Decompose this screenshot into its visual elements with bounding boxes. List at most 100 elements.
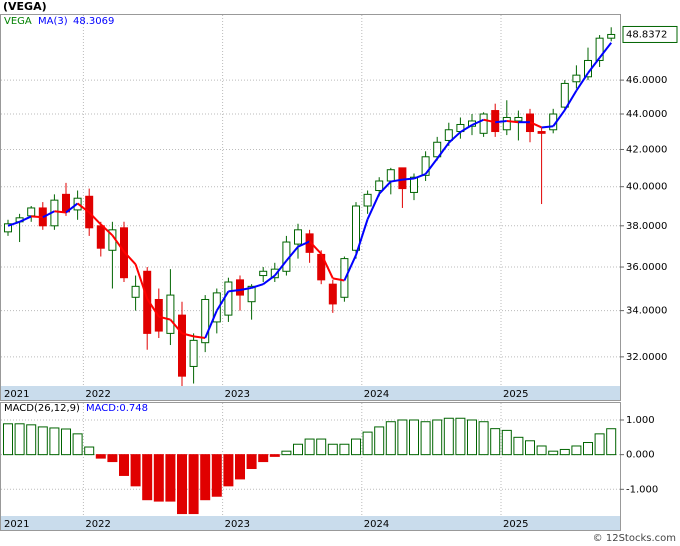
- candle-body: [201, 298, 210, 344]
- macd-bar: [478, 421, 489, 456]
- macd-bar: [525, 440, 535, 456]
- ma-line: [169, 319, 183, 335]
- macd-bar: [583, 442, 593, 456]
- macd-bar: [293, 443, 303, 456]
- macd-bar: [153, 454, 164, 502]
- macd-bar: [258, 454, 269, 463]
- chart-title: (VEGA): [3, 0, 47, 13]
- macd-bar: [571, 445, 582, 456]
- ma-line: [262, 274, 276, 285]
- ma-line: [193, 335, 206, 340]
- candle-body: [270, 268, 279, 279]
- x-tick-label: 2021: [4, 389, 29, 400]
- macd-bar: [269, 454, 280, 457]
- candle-body: [27, 207, 36, 217]
- ma-line: [239, 286, 252, 292]
- ma-line: [100, 223, 114, 237]
- ma-line: [308, 240, 322, 255]
- candle-body: [433, 141, 442, 158]
- y-tick-label: 46.0000: [626, 75, 667, 86]
- y-tick-label: 32.0000: [626, 352, 667, 363]
- candle-body: [607, 33, 616, 39]
- y-tick-label: 36.0000: [626, 262, 667, 273]
- candle-body: [178, 314, 186, 377]
- macd-bar: [501, 429, 512, 456]
- x-tick-label: 2024: [364, 519, 389, 530]
- macd-bar: [223, 454, 234, 487]
- macd-bar: [72, 433, 83, 456]
- candle-body: [537, 131, 546, 134]
- x-tick-label: 2024: [364, 389, 389, 400]
- macd-bar: [107, 454, 118, 463]
- candle-body: [375, 180, 384, 192]
- candle-body: [143, 270, 152, 334]
- ma-line: [332, 277, 345, 282]
- ma-line: [123, 251, 137, 265]
- ma-line: [587, 57, 601, 74]
- y-tick-label: 42.0000: [626, 144, 667, 155]
- ma-line: [402, 177, 415, 181]
- x-tick-label: 2025: [503, 389, 528, 400]
- ma-line: [19, 215, 32, 223]
- macd-bar: [409, 419, 419, 456]
- candle-body: [212, 292, 221, 323]
- candle-body: [386, 169, 395, 182]
- candle-body: [224, 281, 233, 316]
- ma-line: [378, 180, 392, 195]
- macd-bar: [420, 421, 431, 456]
- y-tick-label: 34.0000: [626, 306, 667, 317]
- ma-line: [111, 234, 125, 253]
- macd-bar: [142, 454, 153, 501]
- ma-line: [448, 131, 462, 144]
- candle-body: [363, 193, 372, 207]
- candle-body: [247, 285, 256, 303]
- x-tick-label: 2022: [85, 519, 110, 530]
- legend-name: MACD(26,12,9): [4, 403, 80, 414]
- macd-bar: [513, 436, 524, 456]
- candle-body: [4, 223, 12, 233]
- macd-bar: [165, 454, 176, 502]
- macd-bar: [548, 450, 559, 456]
- legend-name: VEGA: [4, 16, 32, 27]
- candle-body: [398, 167, 407, 190]
- macd-bar: [61, 428, 71, 456]
- ma-line: [215, 290, 230, 312]
- x-tick-label: 2022: [85, 389, 110, 400]
- macd-bar: [95, 454, 106, 459]
- y-tick-label: 0.000: [626, 450, 655, 461]
- macd-bar: [84, 446, 95, 456]
- x-tick-label: 2023: [225, 389, 250, 400]
- y-tick-label: -1.000: [626, 484, 658, 495]
- candle-body: [96, 225, 105, 249]
- candle-body: [502, 116, 511, 131]
- macd-bar: [14, 423, 25, 456]
- macd-bar: [351, 438, 361, 456]
- last-price-box: [622, 25, 678, 43]
- ma-line: [552, 109, 566, 127]
- candle-body: [166, 294, 175, 334]
- ma-line: [76, 202, 90, 214]
- ma-line: [343, 254, 357, 281]
- ma-line: [459, 124, 473, 133]
- ma-line: [575, 72, 589, 92]
- ma-line: [529, 121, 543, 129]
- ma-line: [413, 173, 426, 180]
- ma-line: [390, 178, 403, 183]
- ma-line: [42, 210, 55, 219]
- ma-line: [366, 193, 381, 220]
- candle-body: [236, 279, 244, 296]
- macd-bar: [130, 454, 141, 487]
- macd-bar: [177, 454, 187, 515]
- ma-line: [355, 218, 369, 256]
- candle-body: [328, 283, 337, 305]
- ma-line: [134, 263, 149, 300]
- ma-line: [274, 260, 288, 277]
- ma-line: [54, 210, 67, 214]
- macd-bar: [49, 427, 60, 456]
- macd-bar: [594, 433, 605, 456]
- candle-body: [514, 116, 523, 122]
- candle-body: [62, 193, 70, 213]
- macd-panel: [0, 402, 621, 531]
- ma-line: [320, 253, 334, 279]
- macd-bar: [316, 438, 327, 456]
